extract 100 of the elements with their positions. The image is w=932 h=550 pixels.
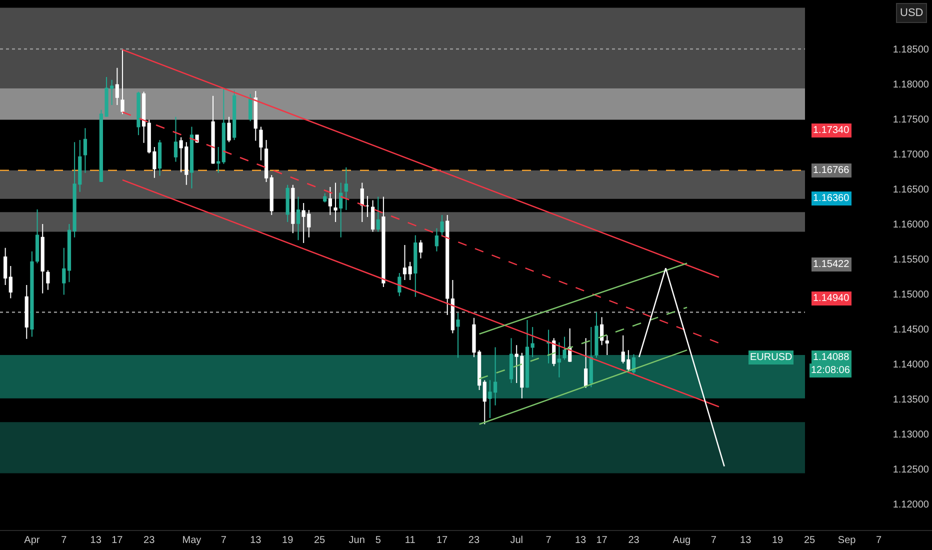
candlestick (211, 95, 215, 164)
candlestick (222, 88, 226, 164)
x-tick-label: 13 (250, 535, 262, 546)
candlestick (296, 196, 300, 241)
candlestick (408, 261, 412, 281)
candlestick (190, 126, 194, 189)
candlestick (632, 354, 636, 374)
y-tick-label: 1.18000 (892, 80, 930, 91)
candlestick (509, 338, 514, 384)
candlestick (254, 90, 258, 142)
y-tick-label: 1.12000 (892, 500, 930, 511)
x-tick-label: 23 (628, 535, 640, 546)
annotation: 1.14940 (813, 293, 850, 304)
y-tick-label: 1.16500 (892, 184, 930, 196)
annotation: 1.16360 (813, 193, 850, 204)
candlestick (216, 146, 220, 174)
candlestick (8, 266, 12, 299)
annotation: 1.16766 (813, 165, 850, 176)
candlestick (248, 93, 252, 122)
candlestick (328, 186, 332, 216)
x-tick-label: Sep (838, 535, 856, 546)
candlestick (525, 319, 530, 388)
x-tick-label: 13 (740, 535, 752, 546)
candlestick (418, 240, 423, 259)
candlestick (259, 126, 263, 161)
y-tick-label: 1.13000 (892, 430, 930, 441)
candlestick (24, 284, 28, 340)
annotation: 12:08:06 (811, 365, 850, 376)
candlestick (562, 336, 566, 360)
y-tick-label: 1.14000 (892, 360, 930, 371)
x-tick-label: 25 (314, 535, 326, 546)
candlestick (382, 196, 386, 288)
x-tick-label: 7 (710, 535, 717, 546)
candlestick (366, 196, 370, 218)
annotation: EURUSD (750, 352, 792, 363)
x-tick-label: Aug (672, 535, 691, 546)
x-tick-label: 7 (220, 535, 227, 546)
candlestick (286, 184, 290, 222)
annotation: 1.14088 (813, 352, 850, 363)
y-tick-label: 1.14500 (892, 324, 930, 336)
x-tick-label: 25 (804, 535, 816, 546)
x-tick-label: May (182, 535, 202, 546)
x-tick-label: 7 (546, 535, 552, 546)
candlestick (546, 329, 550, 364)
candlestick (584, 338, 588, 388)
candlestick (446, 214, 450, 316)
candlestick (371, 200, 375, 232)
y-tick-label: 1.15000 (892, 290, 930, 301)
y-tick-label: 1.18500 (892, 44, 930, 56)
y-tick-label: 1.16000 (892, 220, 930, 231)
candlestick (568, 328, 572, 362)
candlestick (360, 182, 364, 222)
candlestick (158, 140, 162, 176)
x-tick-label: 17 (112, 535, 124, 546)
candlestick (120, 49, 124, 115)
candlestick (136, 91, 140, 136)
candlestick (142, 91, 146, 144)
x-tick-label: 17 (596, 535, 608, 546)
candlestick (4, 247, 8, 286)
x-tick-label: 13 (90, 535, 102, 546)
candlestick (270, 174, 274, 216)
x-tick-label: Jul (510, 535, 523, 546)
candlestick (600, 316, 604, 346)
candlestick (264, 140, 268, 183)
candlestick (174, 116, 178, 162)
y-tick-label: 1.12500 (892, 464, 930, 476)
candlestick (434, 228, 439, 252)
y-tick-label: 1.17000 (892, 150, 930, 161)
candlestick (456, 312, 460, 358)
candlestick (339, 182, 343, 238)
x-tick-label: 5 (375, 535, 382, 546)
candlestick (414, 234, 418, 298)
x-tick-label: 19 (772, 535, 784, 546)
y-tick-label: 1.17500 (892, 114, 930, 126)
x-tick-label: Jun (348, 535, 365, 546)
x-tick-label: 11 (404, 535, 416, 546)
x-tick-label: Apr (24, 535, 40, 546)
candlestick (605, 334, 609, 356)
x-tick-label: 23 (468, 535, 480, 546)
candlestick (594, 312, 598, 358)
annotation: 1.15422 (813, 259, 850, 270)
annotation: USD (900, 7, 924, 19)
candlestick (232, 90, 236, 141)
candlestick (530, 326, 534, 358)
x-tick-label: 7 (876, 535, 882, 546)
x-tick-label: 7 (61, 535, 68, 546)
candlestick (376, 196, 380, 232)
annotation: 1.17340 (813, 125, 850, 136)
candlestick (402, 244, 407, 281)
candlestick (227, 116, 231, 143)
x-tick-label: 13 (574, 535, 586, 546)
candlestick (398, 272, 402, 297)
x-tick-label: 23 (144, 535, 156, 546)
candlestick (115, 67, 119, 106)
candlestick (46, 270, 50, 290)
candlestick (482, 380, 486, 425)
candlestick (557, 342, 561, 378)
candlestick (450, 280, 454, 334)
x-tick-label: 17 (436, 535, 448, 546)
candlestick (323, 192, 327, 203)
